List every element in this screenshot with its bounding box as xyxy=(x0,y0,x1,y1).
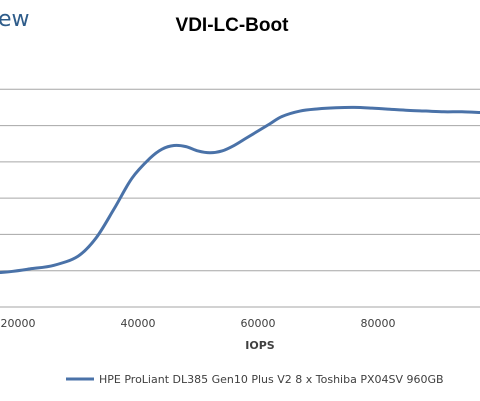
x-axis-ticks: 20000 40000 60000 80000 xyxy=(1,317,396,330)
gridlines xyxy=(0,88,480,308)
x-axis-label: IOPS xyxy=(245,339,275,352)
x-tick-label: 80000 xyxy=(361,317,396,330)
series-layer xyxy=(0,105,480,275)
chart-title: VDI-LC-Boot xyxy=(176,15,290,36)
x-tick-label: 60000 xyxy=(241,317,276,330)
brand-logo-fragment: ew xyxy=(0,7,30,32)
legend-entry-label: HPE ProLiant DL385 Gen10 Plus V2 8 x Tos… xyxy=(99,373,444,386)
x-tick-label: 40000 xyxy=(121,317,156,330)
series-line-1 xyxy=(0,105,480,275)
x-tick-label: 20000 xyxy=(1,317,36,330)
legend: HPE ProLiant DL385 Gen10 Plus V2 8 x Tos… xyxy=(66,373,444,386)
